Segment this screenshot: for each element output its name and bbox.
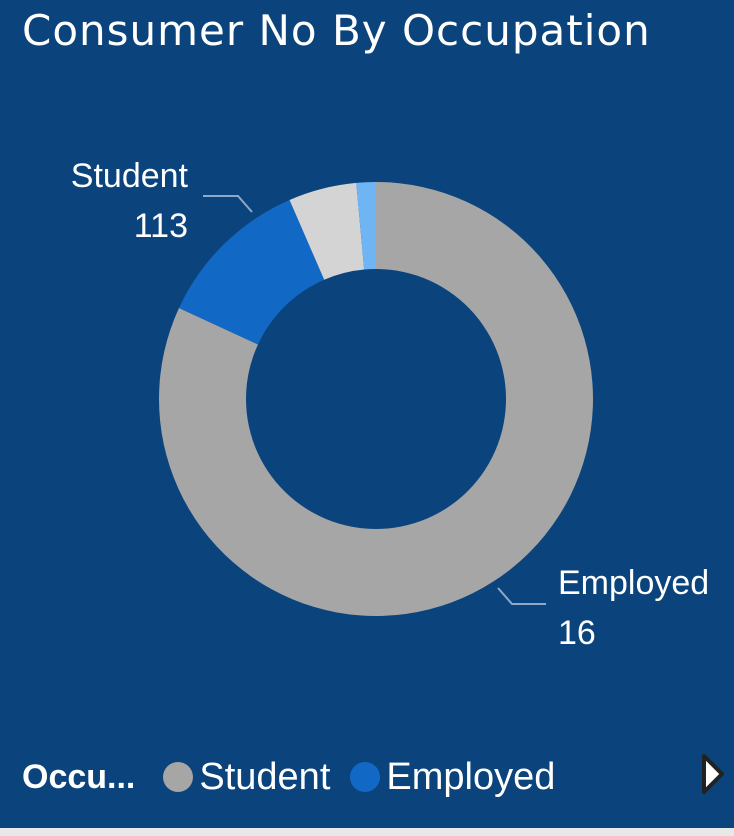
legend-next-button[interactable] bbox=[698, 752, 728, 796]
leader-line-employed bbox=[203, 195, 253, 213]
chevron-right-icon bbox=[702, 754, 724, 794]
data-label-employed: Student 113 bbox=[71, 157, 253, 245]
legend-title: Occu... bbox=[22, 757, 136, 796]
legend: Occu... Student Employed bbox=[22, 752, 575, 802]
data-label-employed-value: 113 bbox=[134, 207, 188, 245]
donut-chart: Student 113 Employed 16 bbox=[71, 157, 709, 652]
legend-item-student[interactable]: Student bbox=[163, 756, 330, 799]
legend-item-employed[interactable]: Employed bbox=[350, 756, 555, 799]
slice-self-employed[interactable] bbox=[289, 182, 365, 280]
legend-label-employed: Employed bbox=[386, 755, 556, 798]
slice-house-wife[interactable] bbox=[356, 182, 376, 270]
legend-dot-student bbox=[163, 762, 194, 792]
bottom-scrollbar bbox=[0, 828, 734, 836]
data-label-student: Employed 16 bbox=[497, 564, 709, 652]
leader-line-student bbox=[497, 587, 546, 605]
donut-slices bbox=[158, 182, 593, 616]
slice-student[interactable] bbox=[158, 182, 593, 616]
legend-dot-employed bbox=[350, 762, 381, 792]
slice-employed[interactable] bbox=[178, 199, 325, 345]
data-label-student-value: 16 bbox=[558, 614, 596, 652]
data-label-student-category: Employed bbox=[558, 564, 709, 602]
chart-title: Consumer No By Occupation bbox=[22, 6, 651, 55]
data-label-employed-category: Student bbox=[71, 157, 189, 195]
legend-label-student: Student bbox=[199, 755, 331, 798]
